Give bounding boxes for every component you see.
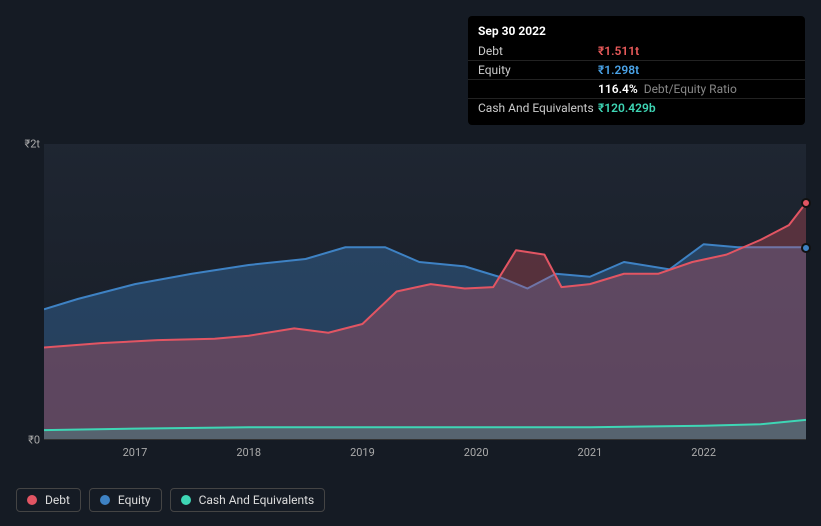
- legend: Debt Equity Cash And Equivalents: [16, 488, 325, 512]
- tooltip-row-cash: Cash And Equivalents ₹120.429b: [468, 99, 805, 117]
- legend-label: Debt: [45, 493, 70, 507]
- x-axis: 2017 2018 2019 2020 2021 2022: [44, 446, 806, 466]
- hover-tooltip: Sep 30 2022 Debt ₹1.511t Equity ₹1.298t …: [468, 16, 805, 125]
- tooltip-row-debt: Debt ₹1.511t: [468, 42, 805, 61]
- legend-label: Cash And Equivalents: [199, 493, 315, 507]
- chart-plot[interactable]: [44, 144, 806, 440]
- x-tick: 2022: [691, 446, 716, 459]
- tooltip-row-equity: Equity ₹1.298t: [468, 61, 805, 80]
- tooltip-label: Equity: [478, 63, 598, 77]
- tooltip-ratio: 116.4%Debt/Equity Ratio: [598, 82, 737, 96]
- legend-item-debt[interactable]: Debt: [16, 488, 81, 512]
- legend-item-cash-and-equivalents[interactable]: Cash And Equivalents: [170, 488, 326, 512]
- x-tick: 2017: [123, 446, 148, 459]
- chart-svg: [44, 144, 806, 439]
- y-tick: ₹2t: [25, 138, 40, 151]
- legend-swatch: [100, 495, 110, 505]
- y-axis: ₹2t₹0: [0, 120, 44, 440]
- tooltip-value: ₹1.298t: [598, 63, 639, 77]
- tooltip-value: ₹1.511t: [598, 44, 639, 58]
- x-tick: 2021: [578, 446, 603, 459]
- tooltip-value: ₹120.429b: [598, 101, 656, 115]
- x-tick: 2018: [236, 446, 261, 459]
- tooltip-label: Debt: [478, 44, 598, 58]
- equity-marker: [801, 243, 811, 253]
- tooltip-date: Sep 30 2022: [468, 24, 805, 42]
- tooltip-label: [478, 82, 598, 96]
- tooltip-row-ratio: 116.4%Debt/Equity Ratio: [468, 80, 805, 99]
- legend-item-equity[interactable]: Equity: [89, 488, 162, 512]
- legend-swatch: [181, 495, 191, 505]
- x-tick: 2019: [350, 446, 375, 459]
- y-tick: ₹0: [28, 434, 40, 447]
- x-tick: 2020: [464, 446, 489, 459]
- tooltip-label: Cash And Equivalents: [478, 101, 598, 115]
- debt-marker: [801, 198, 811, 208]
- legend-swatch: [27, 495, 37, 505]
- legend-label: Equity: [118, 493, 151, 507]
